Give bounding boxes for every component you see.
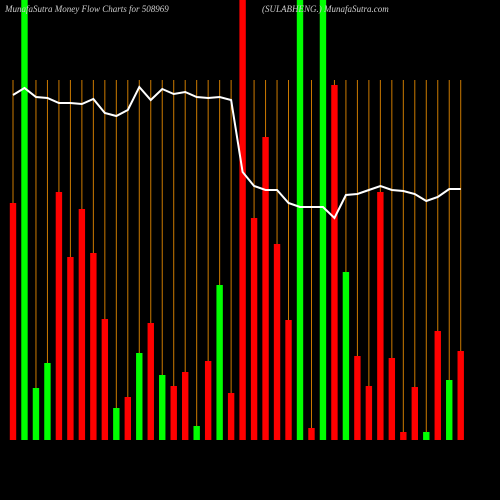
bar [170, 386, 177, 440]
chart-subtitle: (SULABHENG.) MunafaSutra.com [262, 4, 389, 14]
bar [296, 0, 304, 440]
bar [136, 353, 143, 440]
bar [354, 356, 361, 440]
bar [457, 351, 464, 440]
bar [193, 426, 200, 440]
bar [446, 380, 453, 440]
bar [285, 320, 292, 440]
bar [124, 397, 131, 440]
bar [32, 388, 40, 440]
bar [262, 137, 269, 440]
bar [319, 0, 327, 440]
bar [159, 375, 166, 440]
bar [365, 386, 373, 440]
bar [9, 203, 17, 440]
bar [411, 387, 418, 440]
bar [113, 408, 120, 440]
bar [227, 393, 235, 440]
bar [101, 319, 109, 440]
bar [423, 432, 430, 440]
chart-title: MunafaSutra Money Flow Charts for 508969 [4, 4, 169, 14]
bar [388, 358, 396, 440]
bar [67, 257, 74, 440]
money-flow-line [12, 85, 461, 220]
bars [9, 0, 464, 440]
bar [250, 218, 258, 440]
bar [216, 285, 223, 440]
bar [44, 363, 51, 440]
bar [273, 244, 281, 440]
bar [21, 0, 28, 440]
bar [182, 372, 189, 440]
bar [434, 331, 441, 440]
bar [78, 209, 86, 440]
bar [400, 432, 407, 440]
bar [55, 192, 63, 440]
bar [204, 361, 212, 440]
bar [308, 428, 315, 440]
bar [90, 253, 97, 440]
bar [377, 192, 384, 440]
bar [239, 0, 246, 440]
bar [342, 272, 350, 440]
bar [147, 323, 154, 440]
bar [331, 85, 338, 440]
